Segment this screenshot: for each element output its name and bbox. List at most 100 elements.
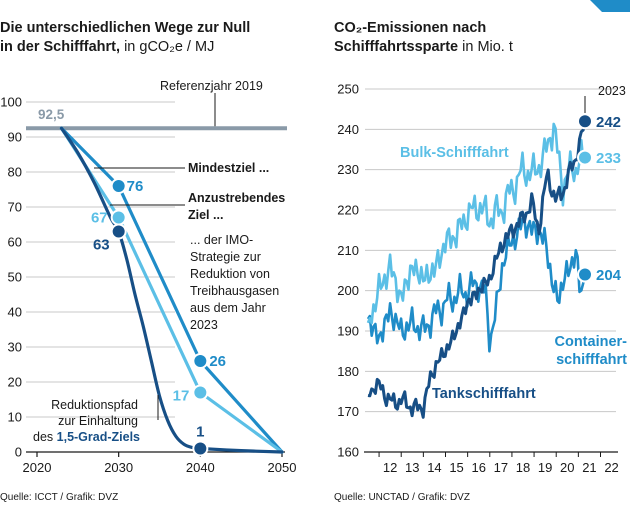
left-y-tick-label: 80	[8, 165, 22, 180]
right-y-tick-label: 190	[337, 324, 359, 339]
value-label-anzustrebend-2040: 17	[173, 388, 190, 405]
marker-anzustrebend-2040	[192, 384, 209, 401]
right-year-marker-label: 2023	[598, 84, 626, 98]
label-imo-line: Treibhausgasen	[190, 284, 279, 298]
left-x-tick-label: 2020	[23, 460, 52, 475]
left-data-markers: 76 26 67 17 63 1	[91, 178, 226, 457]
right-x-tick-label: 20	[560, 460, 574, 475]
label-imo-line: Strategie zur	[190, 250, 261, 264]
right-y-tick-label: 160	[337, 445, 359, 460]
right-x-tick-label: 14	[427, 460, 441, 475]
right-x-tick-label: 18	[516, 460, 530, 475]
right-x-tick-label: 21	[582, 460, 596, 475]
label-imo-line: Reduktion von	[190, 267, 270, 281]
marker-pfad15-2040	[192, 440, 209, 457]
left-y-tick-label: 0	[15, 445, 22, 460]
right-x-tick-label: 12	[383, 460, 397, 475]
left-x-tick-label: 2030	[104, 460, 133, 475]
label-container: Container-schifffahrt	[555, 334, 628, 368]
value-label-mindestziel-2030: 76	[127, 178, 144, 195]
line-container	[366, 215, 587, 353]
left-x-tick-label: 2050	[268, 460, 297, 475]
right-y-tick-label: 250	[337, 82, 359, 97]
left-chart-title: Die unterschiedlichen Wege zur Null in d…	[0, 20, 254, 55]
left-y-tick-label: 30	[8, 340, 22, 355]
reference-value-label: 92,5	[38, 107, 65, 122]
label-pfad-line: Reduktionspfad	[51, 398, 138, 412]
left-y-tick-label: 90	[8, 130, 22, 145]
right-source-note: Quelle: UNCTAD / Grafik: DVZ	[334, 492, 470, 503]
label-imo-line: 2023	[190, 318, 218, 332]
right-y-tick-label: 230	[337, 162, 359, 177]
right-end-markers: 204 233 242	[577, 113, 622, 284]
left-title-line2: in der Schifffahrt, in gCO₂e / MJ	[0, 39, 214, 55]
left-title-line1: Die unterschiedlichen Wege zur Null	[0, 20, 250, 36]
left-title-unit: in gCO₂e / MJ	[124, 39, 214, 55]
line-tank	[367, 120, 587, 419]
left-y-tick-label: 10	[8, 410, 22, 425]
left-x-axis-ticks: 2020 2030 2040 2050	[23, 452, 297, 475]
left-source-note: Quelle: ICCT / Grafik: DVZ	[0, 492, 118, 503]
end-marker-bulk	[577, 149, 593, 166]
right-y-tick-label: 200	[337, 283, 359, 298]
right-y-axis-ticks: 160 170 180 190 200 210 220 230 240 250	[337, 82, 359, 460]
right-y-tick-label: 170	[337, 404, 359, 419]
end-value-bulk: 233	[596, 150, 621, 167]
right-series-labels: Bulk-Schifffahrt Container-schifffahrt Tan…	[400, 145, 627, 402]
right-y-tick-label: 240	[337, 122, 359, 137]
right-y-tick-label: 220	[337, 203, 359, 218]
line-bulk	[366, 122, 587, 325]
label-reduction-path: Reduktionspfad zur Einhaltung	[51, 398, 138, 428]
right-title-line1: CO₂-Emissionen nach	[334, 20, 486, 36]
left-y-tick-label: 20	[8, 375, 22, 390]
right-x-tick-label: 22	[604, 460, 618, 475]
label-pfad-bold: 1,5-Grad-Ziels	[57, 430, 140, 444]
right-x-tick-label: 13	[405, 460, 419, 475]
label-anzustrebend: Anzustrebendes Ziel ...	[188, 191, 285, 222]
label-container-line: schifffahrt	[556, 352, 627, 368]
right-title-line2: Schifffahrtssparte in Mio. t	[334, 39, 513, 55]
right-series-lines	[366, 120, 587, 419]
marker-anzustrebend-2030	[110, 209, 127, 226]
label-mindestziel: Mindestziel ...	[188, 161, 269, 175]
value-label-pfad15-2040: 1	[196, 424, 204, 441]
label-imo-line: ... der IMO-	[190, 233, 253, 247]
left-y-tick-label: 70	[8, 200, 22, 215]
chart-co2-by-segment: CO₂-Emissionen nach Schifffahrtssparte i…	[334, 20, 627, 503]
right-y-tick-label: 210	[337, 243, 359, 258]
left-annotations: Mindestziel ... Anzustrebendes Ziel ......…	[33, 161, 285, 444]
right-chart-title: CO₂-Emissionen nach Schifffahrtssparte i…	[334, 20, 513, 55]
left-y-axis-ticks: 0 10 20 30 40 50 60 70 80 90 100	[0, 95, 22, 460]
right-x-tick-label: 16	[471, 460, 485, 475]
end-marker-tank	[577, 113, 593, 130]
label-imo-strategy: ... der IMO- Strategie zur Reduktion von Tr…	[190, 233, 279, 332]
value-label-pfad15-2030: 63	[93, 237, 110, 254]
label-pfad-des: des	[33, 430, 57, 444]
right-title-unit: in Mio. t	[462, 39, 513, 55]
left-y-tick-label: 50	[8, 270, 22, 285]
marker-pfad15-2030	[110, 223, 127, 240]
label-anzustrebend-line: Anzustrebendes	[188, 191, 285, 205]
marker-mindestziel-2040	[192, 353, 209, 369]
end-value-tank: 242	[596, 114, 621, 131]
reference-label: Referenzjahr 2019	[160, 79, 263, 93]
right-x-tick-label: 19	[538, 460, 552, 475]
label-anzustrebend-line: Ziel ...	[188, 208, 223, 222]
label-pfad-last-line: des 1,5-Grad-Ziels	[33, 430, 140, 444]
label-imo-line: aus dem Jahr	[190, 301, 266, 315]
right-x-tick-label: 15	[449, 460, 463, 475]
left-annotation-leaders	[94, 167, 185, 420]
right-x-axis-ticks: 12 13 14 15 16 17 18 19 20 21 22 2023	[378, 84, 626, 475]
right-x-tick-label: 17	[494, 460, 508, 475]
chart-zero-emission-paths: Die unterschiedlichen Wege zur Null in d…	[0, 20, 296, 503]
left-x-tick-label: 2040	[186, 460, 215, 475]
end-value-container: 204	[596, 267, 622, 284]
marker-mindestziel-2030	[110, 178, 127, 194]
label-pfad-line: zur Einhaltung	[58, 414, 138, 428]
label-bulk: Bulk-Schifffahrt	[400, 145, 509, 161]
value-label-anzustrebend-2030: 67	[91, 210, 108, 227]
left-y-tick-label: 40	[8, 305, 22, 320]
left-y-tick-label: 100	[0, 95, 22, 110]
line-mindestziel	[59, 126, 284, 454]
